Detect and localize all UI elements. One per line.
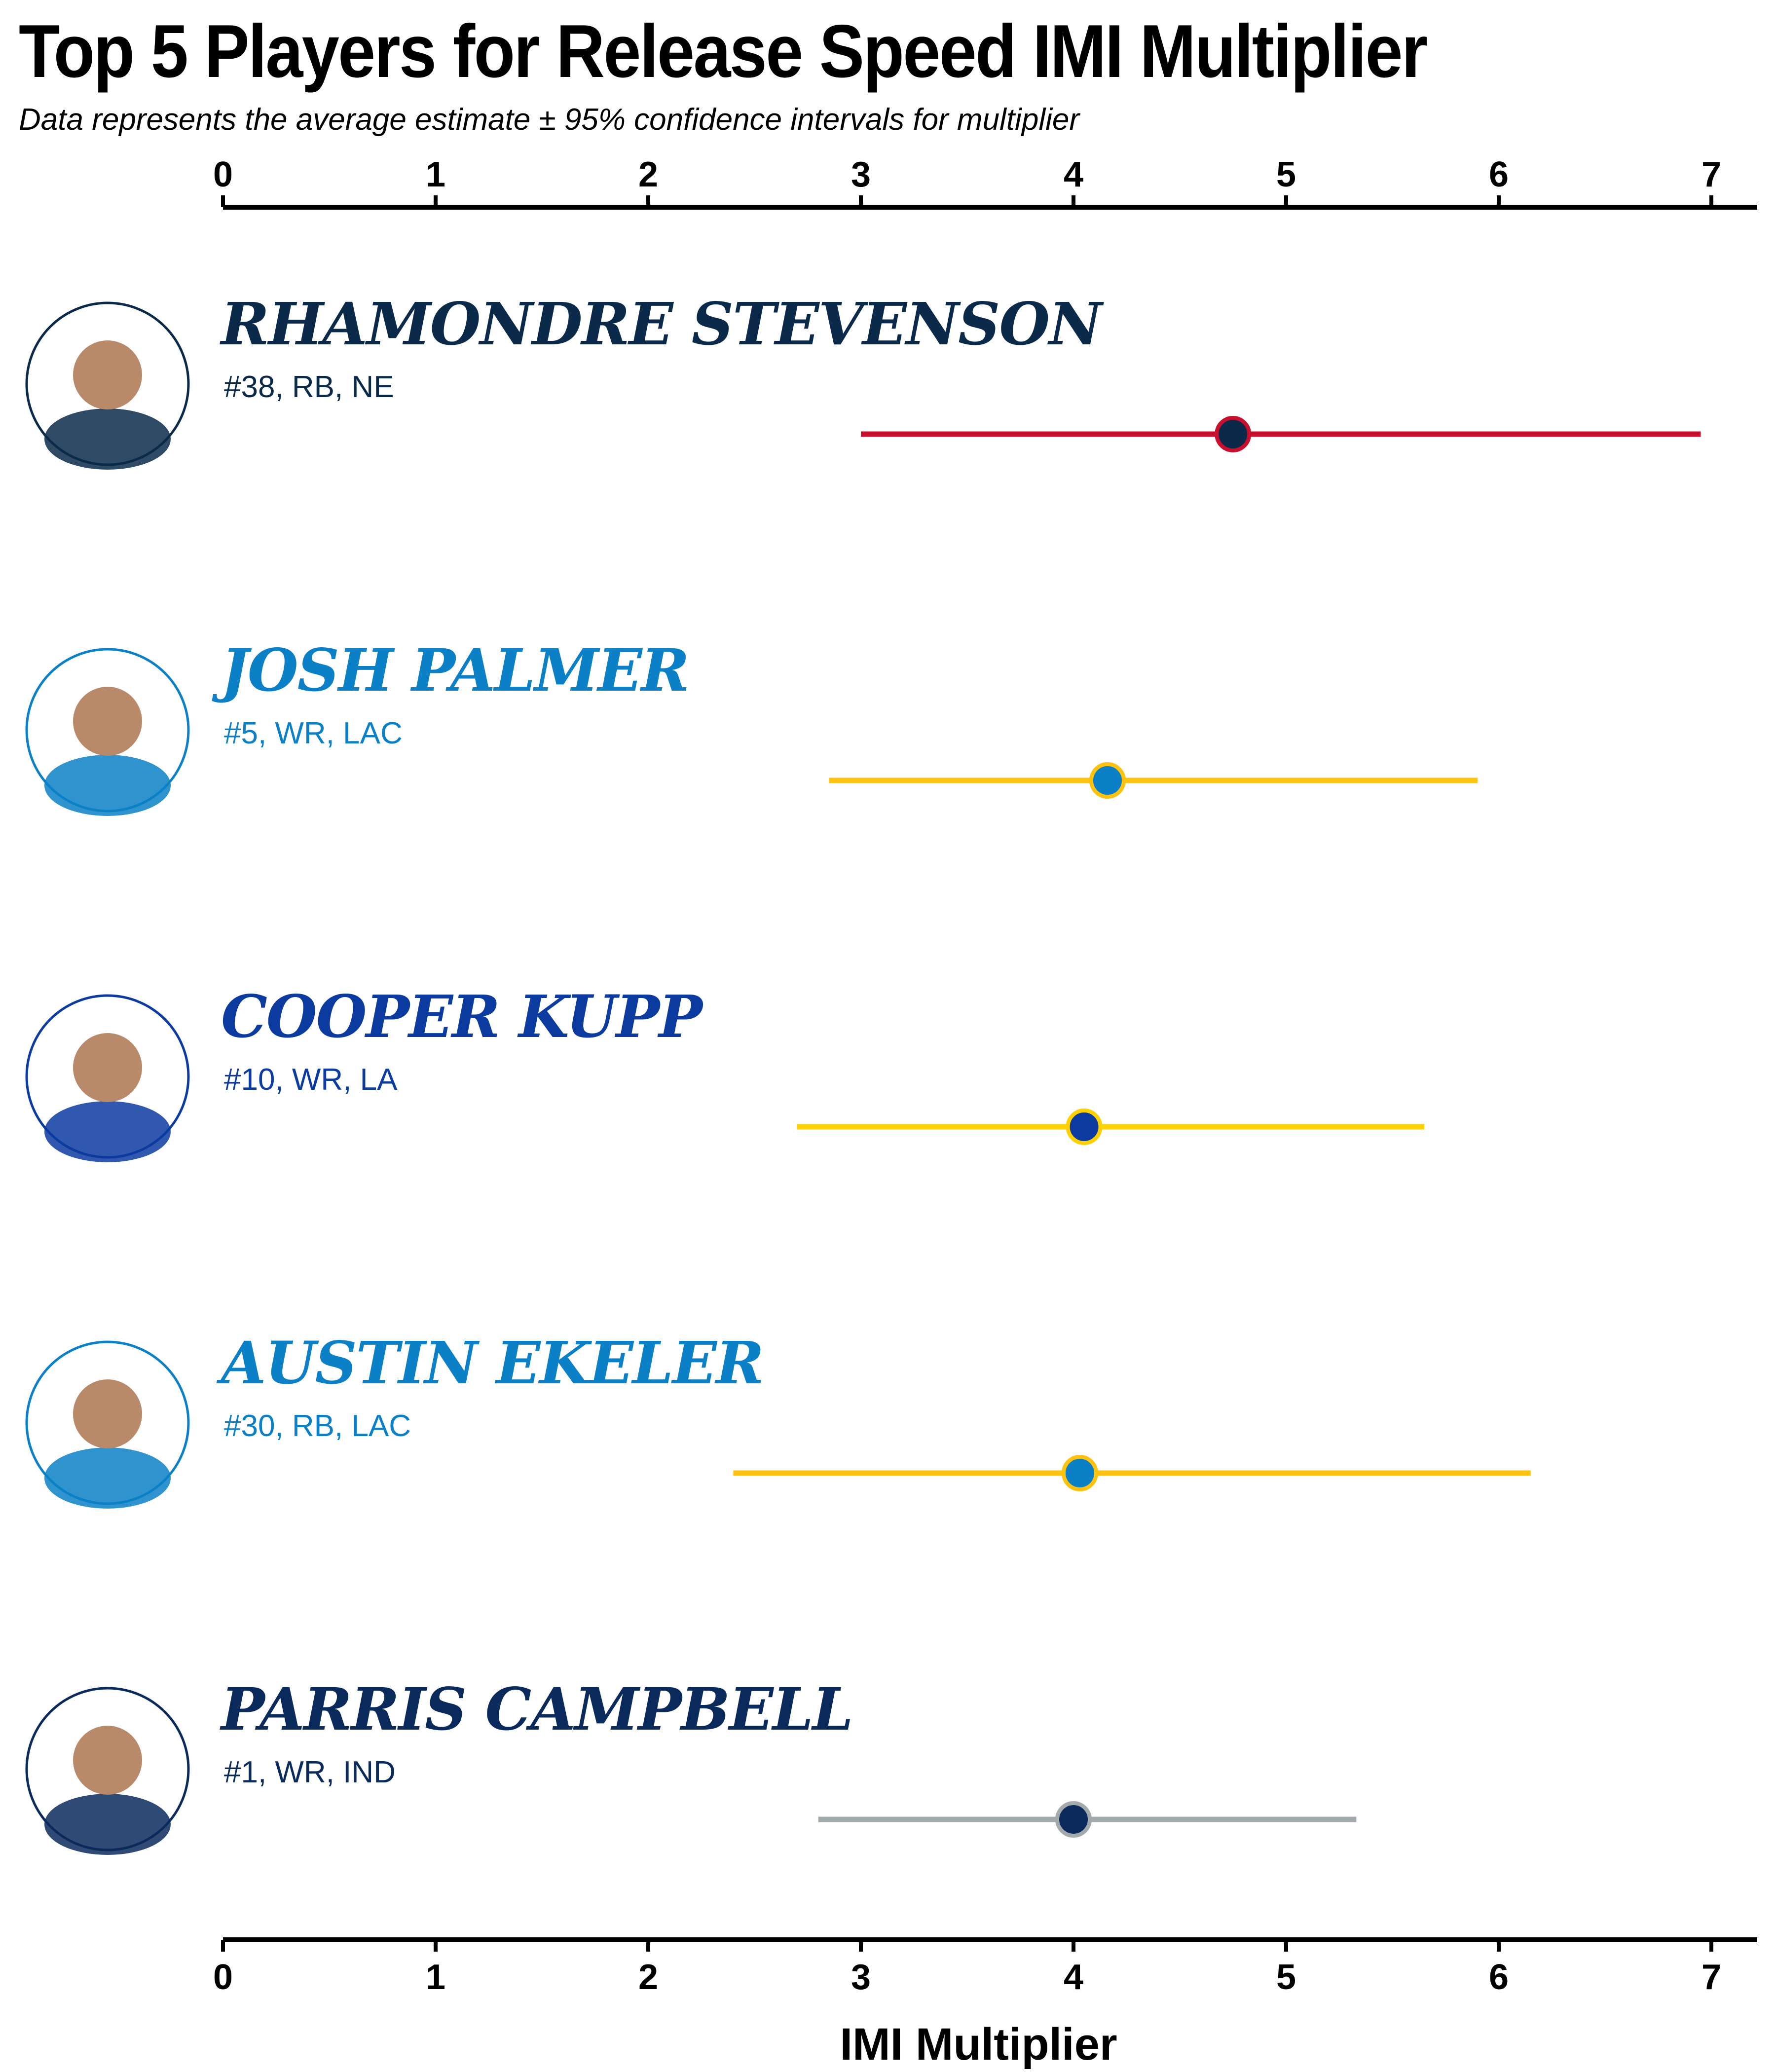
top-tick-label: 1	[426, 155, 445, 194]
player-row: JOSH PALMER #5, WR, LAC	[25, 636, 1478, 816]
avatar-head	[73, 1379, 142, 1448]
player-info-cooper-kupp: #10, WR, LA	[224, 1063, 398, 1097]
player-row: RHAMONDRE STEVENSON #38, RB, NE	[25, 290, 1701, 470]
top-axis: 0 1 2 3 4 5 6 7	[213, 155, 1757, 210]
estimate-point-cooper-kupp	[1066, 1109, 1103, 1145]
estimate-point-parris-campbell	[1055, 1801, 1092, 1838]
avatar-shoulders	[44, 408, 171, 470]
player-row: COOPER KUPP #10, WR, LA	[25, 982, 1425, 1162]
bottom-tick-label: 5	[1276, 1958, 1296, 1997]
chart-subtitle: Data represents the average estimate ± 9…	[19, 103, 1079, 137]
player-name-cooper-kupp: COOPER KUPP	[221, 982, 704, 1051]
top-tick-label: 0	[213, 155, 233, 194]
avatar-head	[73, 340, 142, 409]
avatar-head	[73, 1033, 142, 1102]
avatar-shoulders	[44, 1101, 171, 1162]
avatar-shoulders	[44, 1447, 171, 1509]
player-name-parris-campbell: PARRIS CAMPBELL	[220, 1675, 852, 1743]
top-tick-label: 4	[1064, 155, 1083, 194]
top-tick-label: 3	[851, 155, 871, 194]
player-name-rhamondre-stevenson: RHAMONDRE STEVENSON	[220, 290, 1104, 358]
player-row: PARRIS CAMPBELL #1, WR, IND	[25, 1675, 1357, 1855]
player-name-josh-palmer: JOSH PALMER	[212, 636, 689, 704]
player-name-austin-ekeler: AUSTIN EKELER	[216, 1329, 763, 1397]
bottom-tick-label: 3	[851, 1958, 871, 1997]
bottom-tick-label: 1	[426, 1958, 445, 1997]
avatar-head	[73, 687, 142, 756]
bottom-tick-label: 0	[213, 1958, 233, 1997]
estimate-point-josh-palmer	[1089, 762, 1126, 799]
top-tick-label: 6	[1489, 155, 1509, 194]
player-rows: RHAMONDRE STEVENSON #38, RB, NE JOSH PALME…	[25, 290, 1701, 1855]
top-tick-label: 5	[1276, 155, 1296, 194]
bottom-tick-label: 2	[638, 1958, 658, 1997]
chart-title: Top 5 Players for Release Speed IMI Mult…	[19, 9, 1428, 93]
bottom-tick-label: 4	[1064, 1958, 1083, 1997]
player-info-austin-ekeler: #30, RB, LAC	[224, 1409, 411, 1443]
bottom-axis: 0 1 2 3 4 5 6 7	[213, 1937, 1757, 1997]
player-row: AUSTIN EKELER #30, RB, LAC	[25, 1329, 1531, 1509]
player-info-rhamondre-stevenson: #38, RB, NE	[224, 370, 394, 404]
bottom-tick-label: 6	[1489, 1958, 1509, 1997]
player-info-josh-palmer: #5, WR, LAC	[224, 716, 403, 750]
avatar-shoulders	[44, 1794, 171, 1855]
bottom-tick-label: 7	[1702, 1958, 1721, 1997]
avatar-shoulders	[44, 755, 171, 816]
estimate-point-rhamondre-stevenson	[1215, 416, 1252, 452]
top-tick-label: 2	[638, 155, 658, 194]
x-axis-title: IMI Multiplier	[840, 2019, 1117, 2070]
avatar-head	[73, 1726, 142, 1795]
top-tick-label: 7	[1702, 155, 1721, 194]
estimate-point-austin-ekeler	[1061, 1455, 1098, 1491]
player-info-parris-campbell: #1, WR, IND	[224, 1755, 396, 1789]
